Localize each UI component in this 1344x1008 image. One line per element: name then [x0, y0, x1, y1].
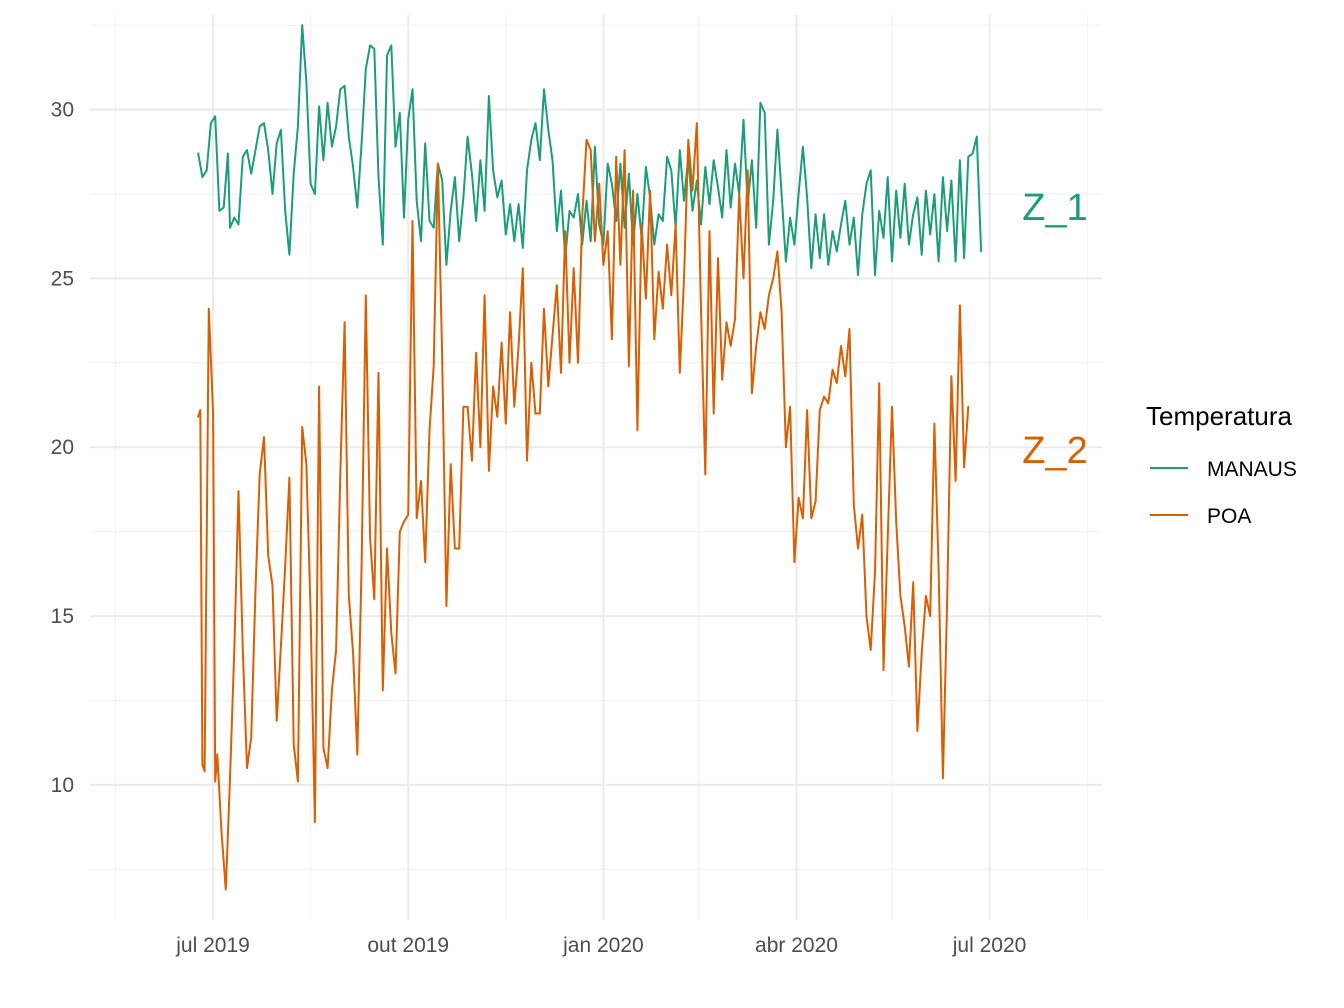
legend-title: Temperatura: [1146, 401, 1292, 431]
grid-minor-lines: [90, 15, 1102, 920]
series-lines: [197, 24, 983, 891]
y-tick-label: 25: [51, 267, 74, 290]
series-annotations: Z_1 Z_2: [1022, 187, 1087, 472]
y-tick-label: 30: [51, 99, 74, 122]
series-line-manaus: [197, 24, 983, 276]
x-tick-label: abr 2020: [755, 934, 838, 957]
x-axis-tick-labels: jul 2019 out 2019 jan 2020 abr 2020 jul 2020: [175, 934, 1026, 957]
x-tick-label: jul 2019: [175, 934, 250, 957]
legend-items: MANAUS POA: [1150, 458, 1297, 528]
y-tick-label: 10: [51, 774, 74, 797]
series-annotation-poa: Z_2: [1022, 430, 1087, 472]
series-line-poa: [197, 122, 970, 891]
y-axis-tick-labels: 10 15 20 25 30: [51, 99, 74, 797]
legend-label-manaus: MANAUS: [1207, 458, 1297, 481]
x-tick-label: jan 2020: [562, 934, 644, 957]
x-tick-label: out 2019: [367, 934, 449, 957]
series-annotation-manaus: Z_1: [1022, 187, 1087, 229]
y-tick-label: 15: [51, 605, 74, 628]
legend-label-poa: POA: [1207, 505, 1251, 528]
legend: Temperatura MANAUS POA: [1146, 401, 1297, 528]
x-tick-label: jul 2020: [952, 934, 1027, 957]
y-tick-label: 20: [51, 436, 74, 459]
